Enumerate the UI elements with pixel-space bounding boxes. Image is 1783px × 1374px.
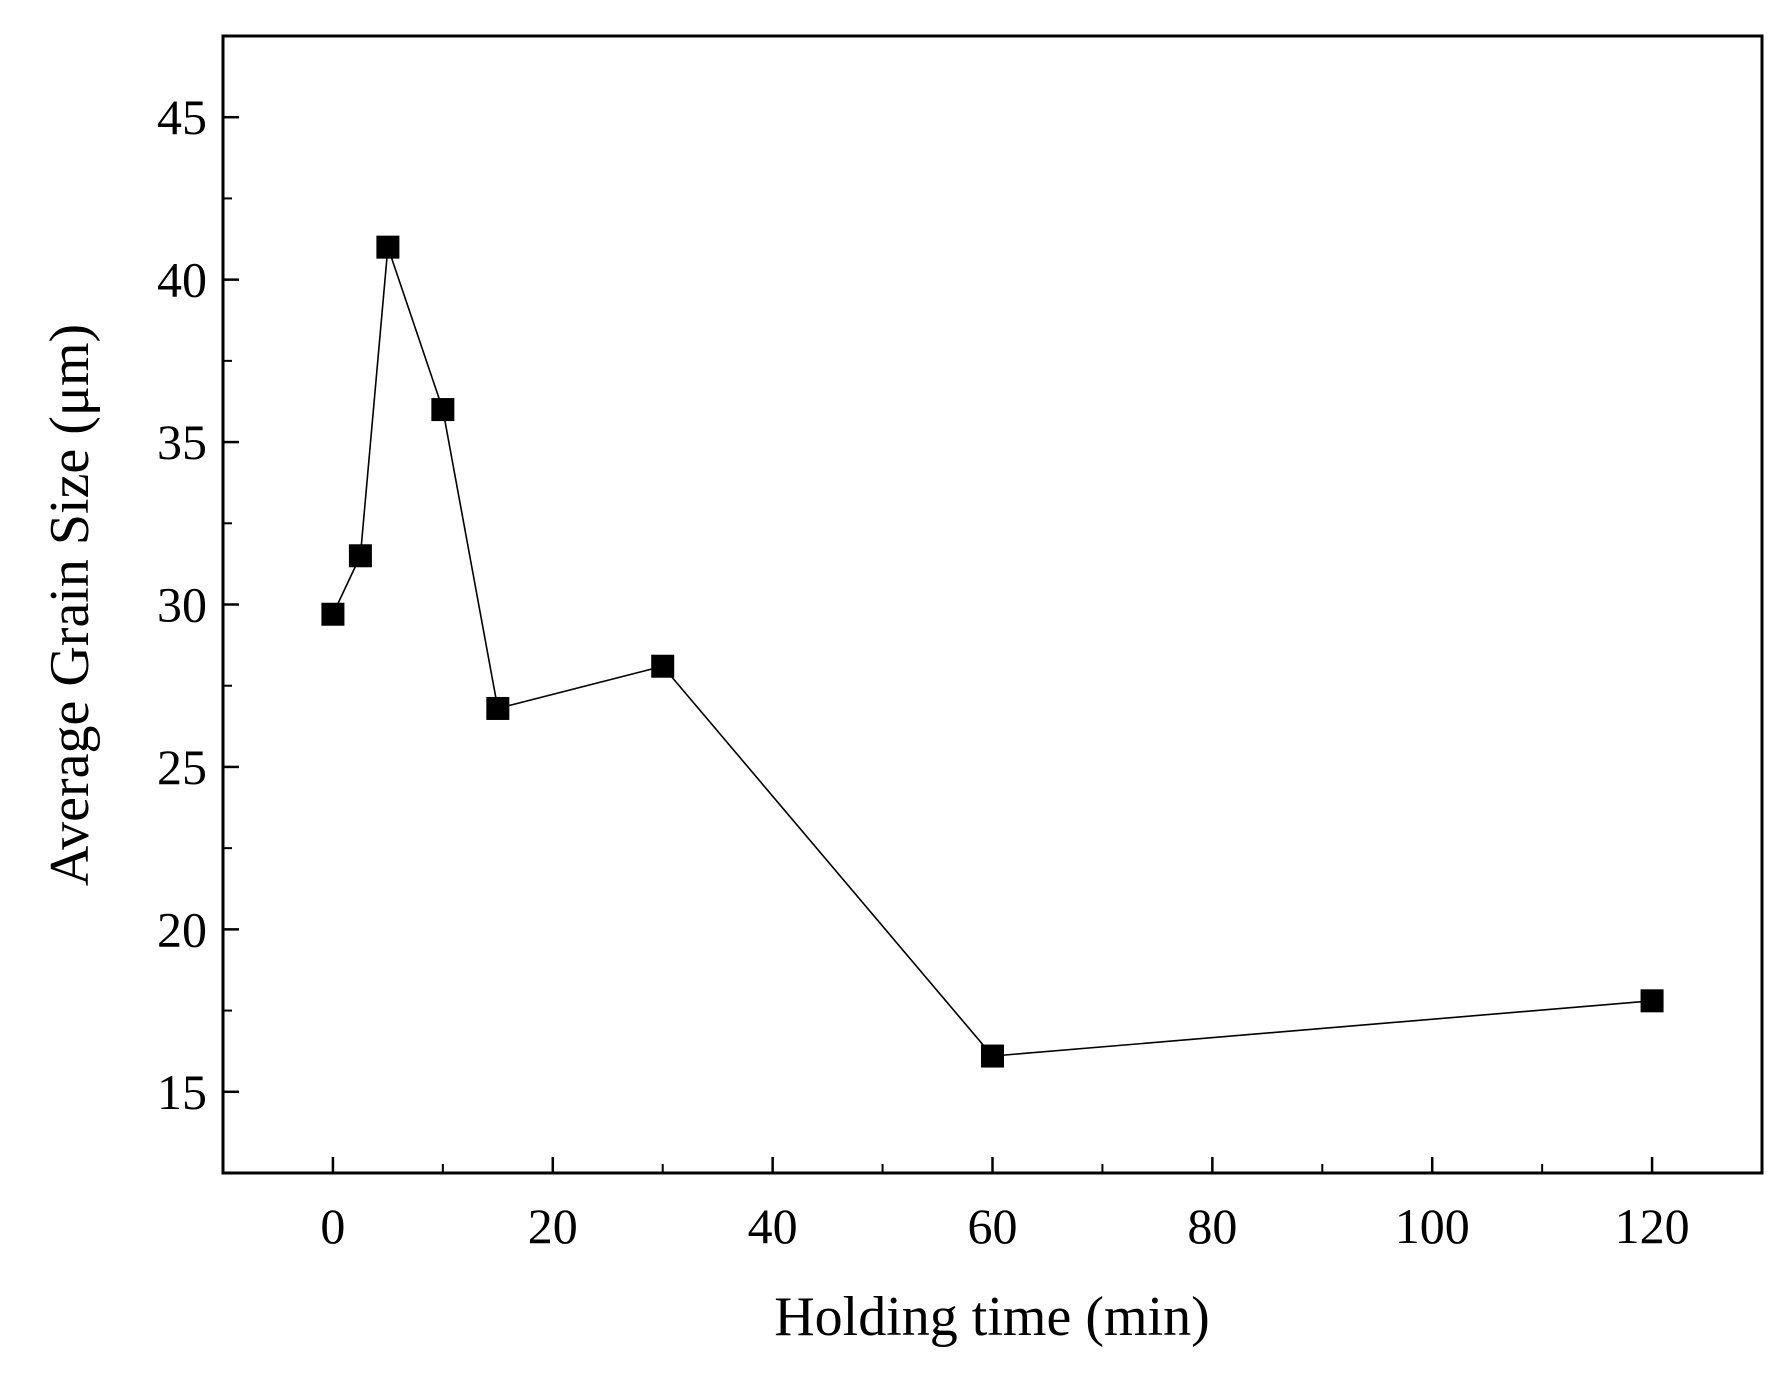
- y-tick-label: 35: [157, 414, 207, 470]
- x-axis-ticks: [331, 1157, 1654, 1173]
- data-point: [376, 235, 400, 259]
- data-point: [486, 696, 510, 720]
- x-axis-title: Holding time (min): [774, 1286, 1210, 1348]
- plot-frame: [221, 34, 1764, 1175]
- data-point: [348, 544, 372, 568]
- y-axis-ticks: [223, 115, 239, 1094]
- data-point: [321, 602, 345, 626]
- x-tick-label: 80: [1187, 1198, 1237, 1254]
- data-point: [431, 398, 455, 422]
- x-tick-label: 0: [320, 1198, 345, 1254]
- y-tick-label: 25: [157, 739, 207, 795]
- x-axis-tick-labels: 0 20 40 60 80 100 120: [320, 1198, 1689, 1254]
- y-tick-label: 40: [157, 252, 207, 308]
- x-tick-label: 20: [528, 1198, 578, 1254]
- data-point: [651, 654, 675, 678]
- x-tick-label: 100: [1395, 1198, 1470, 1254]
- data-point: [981, 1044, 1004, 1068]
- y-axis-tick-labels: 15 20 25 30 35 40 45: [157, 89, 207, 1120]
- y-tick-label: 30: [157, 577, 207, 633]
- x-tick-label: 120: [1615, 1198, 1690, 1254]
- series-layer: [321, 235, 1664, 1068]
- y-tick-label: 20: [157, 901, 207, 957]
- y-axis-title: Average Grain Size (μm): [39, 324, 101, 886]
- series-line: [332, 246, 1653, 1057]
- x-tick-label: 60: [968, 1198, 1018, 1254]
- y-tick-label: 15: [157, 1064, 207, 1120]
- y-tick-label: 45: [157, 89, 207, 145]
- x-tick-label: 40: [748, 1198, 798, 1254]
- data-point: [1640, 989, 1664, 1013]
